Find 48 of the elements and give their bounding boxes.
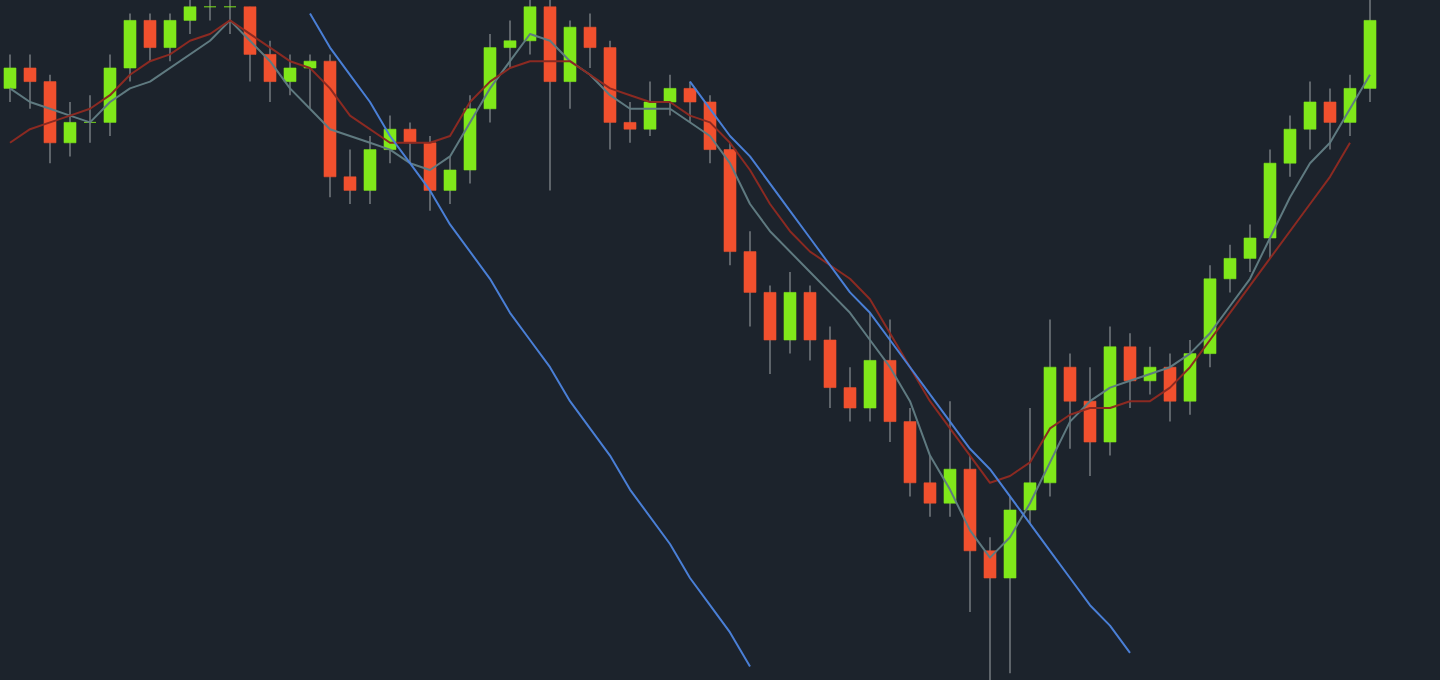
candlestick (683, 80, 697, 123)
candlestick (423, 135, 437, 212)
candlestick (1163, 352, 1177, 423)
candlestick (763, 284, 777, 375)
candlestick (3, 53, 17, 103)
candlestick (403, 121, 417, 164)
candlestick (1223, 244, 1237, 293)
candlestick (783, 271, 797, 355)
candlestick (1023, 407, 1037, 525)
candlestick (283, 53, 297, 96)
candlestick (1343, 74, 1357, 137)
candlestick (63, 101, 77, 157)
candlestick (663, 74, 677, 117)
candlestick (863, 312, 877, 423)
candlestick (1183, 339, 1197, 416)
candlestick (363, 135, 377, 205)
candlestick (263, 40, 277, 103)
candlestick (1063, 352, 1077, 450)
candlestick (1323, 87, 1337, 151)
candlestick (523, 0, 537, 55)
candlestick (343, 148, 357, 205)
candlestick (803, 284, 817, 361)
candlestick (1123, 332, 1137, 409)
candlestick (623, 101, 637, 144)
candlestick (123, 12, 137, 83)
candlestick (643, 80, 657, 137)
candlestick (183, 0, 197, 35)
candlestick (503, 19, 517, 69)
candlestick (243, 6, 257, 83)
candlestick (943, 400, 957, 518)
candlestick (1083, 366, 1097, 477)
candlestick (443, 155, 457, 205)
candlestick (143, 12, 157, 62)
candlestick (823, 325, 837, 409)
candlestick (743, 230, 757, 327)
candlestick (203, 0, 217, 21)
candlestick (223, 0, 237, 35)
candlestick (1303, 80, 1317, 151)
candlestick (83, 94, 97, 144)
candlestick (303, 53, 317, 110)
candlestick (983, 536, 997, 680)
candlestick (163, 12, 177, 62)
candlestick (583, 12, 597, 69)
candlestick (923, 454, 937, 518)
candlestick (1283, 114, 1297, 178)
candlestick (1243, 223, 1257, 273)
candlestick (843, 366, 857, 423)
candlestick (23, 53, 37, 110)
